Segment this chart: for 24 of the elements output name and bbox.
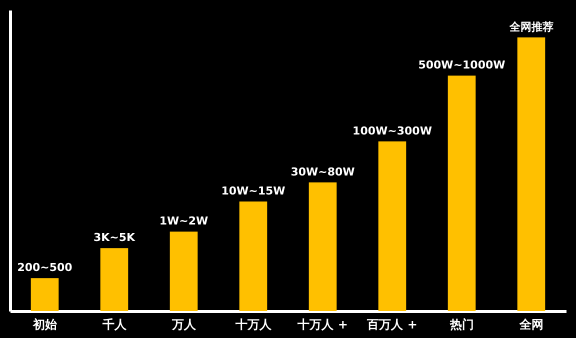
x-tick-label: 百万人 + (366, 318, 418, 332)
annotation: 3K~5K (93, 231, 136, 244)
bar (378, 141, 406, 311)
annotation: 500W~1000W (418, 58, 506, 72)
x-tick-label: 十万人 + (296, 318, 348, 332)
x-tick-label: 热门 (448, 318, 474, 332)
annotation: 200~500 (17, 261, 73, 274)
bar (30, 278, 59, 311)
annotation: 100W~300W (352, 124, 432, 138)
annotation: 30W~80W (290, 165, 355, 178)
x-tick-label: 全网 (518, 318, 544, 332)
bar (100, 248, 128, 311)
annotation: 10W~15W (221, 184, 286, 198)
bar (170, 232, 198, 311)
bar (308, 182, 337, 311)
annotation: 1W~2W (159, 214, 208, 228)
bar (448, 76, 476, 311)
x-tick-label: 千人 (101, 318, 128, 332)
text: 全网推荐 (508, 20, 554, 34)
bar (517, 37, 546, 311)
x-tick-label: 初始 (32, 318, 58, 332)
x-tick-label: 十万人 (234, 318, 272, 332)
bar (239, 202, 268, 311)
x-tick-label: 万人 (170, 318, 197, 332)
